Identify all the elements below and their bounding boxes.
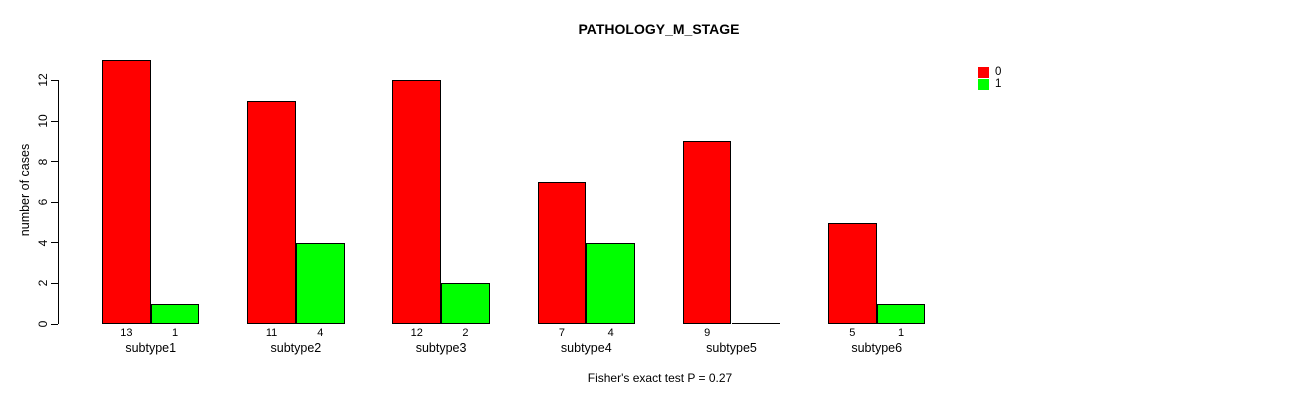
y-axis-tick-label: 2 bbox=[36, 280, 50, 287]
y-axis-tick-label: 8 bbox=[36, 158, 50, 165]
bar-series-1 bbox=[295, 242, 345, 324]
bar-count-label: 2 bbox=[462, 327, 469, 339]
y-axis-tick-label: 12 bbox=[36, 73, 50, 88]
category-label: subtype5 bbox=[706, 341, 757, 355]
y-axis-tick bbox=[51, 282, 58, 284]
chart-title: PATHOLOGY_M_STAGE bbox=[578, 21, 740, 37]
bar-series-1 bbox=[441, 283, 490, 324]
bar-series-0 bbox=[392, 80, 442, 324]
y-axis-tick-label: 4 bbox=[36, 239, 50, 247]
bar-series-1 bbox=[586, 242, 635, 324]
bar-count-label: 1 bbox=[171, 327, 179, 339]
bar-series-0 bbox=[537, 181, 587, 324]
stat-annotation: Fisher's exact test P = 0.27 bbox=[587, 371, 733, 385]
bar-count-label: 7 bbox=[558, 327, 565, 339]
bar-count-label: 13 bbox=[120, 327, 133, 339]
category-label: subtype6 bbox=[851, 341, 903, 355]
bar-series-1 bbox=[876, 303, 926, 324]
y-axis-tick bbox=[51, 120, 58, 122]
bar-zero-line bbox=[731, 323, 781, 324]
y-axis-tick-label: 6 bbox=[36, 198, 50, 206]
y-axis-tick-label: 10 bbox=[36, 114, 50, 128]
legend-label: 0 bbox=[995, 65, 1002, 78]
legend-swatch bbox=[978, 78, 989, 90]
legend-item: 0 bbox=[978, 66, 1001, 78]
legend-item: 1 bbox=[978, 78, 1001, 90]
y-axis-tick bbox=[51, 161, 58, 163]
bar-series-0 bbox=[682, 141, 732, 324]
y-axis-tick bbox=[51, 201, 58, 203]
y-axis-tick bbox=[51, 323, 58, 325]
bar-count-label: 1 bbox=[897, 327, 905, 339]
bar-series-0 bbox=[102, 60, 151, 324]
bar-series-0 bbox=[247, 100, 296, 324]
legend-swatch bbox=[978, 66, 989, 78]
y-axis-line bbox=[58, 80, 59, 324]
bar-count-label: 4 bbox=[317, 327, 324, 339]
category-label: subtype3 bbox=[415, 341, 467, 355]
category-label: subtype1 bbox=[125, 341, 177, 355]
y-axis-tick bbox=[51, 79, 58, 81]
legend-label: 1 bbox=[995, 77, 1002, 90]
category-label: subtype4 bbox=[560, 341, 612, 355]
bar-count-label: 9 bbox=[704, 327, 711, 339]
y-axis-tick bbox=[51, 242, 58, 244]
bar-count-label: 12 bbox=[410, 327, 423, 339]
bar-series-0 bbox=[828, 222, 877, 324]
bar-count-label: 5 bbox=[849, 327, 856, 339]
bar-count-label: 11 bbox=[265, 327, 278, 339]
bar-series-1 bbox=[150, 303, 200, 324]
category-label: subtype2 bbox=[270, 341, 322, 355]
bar-count-label: 4 bbox=[607, 327, 614, 339]
y-axis-tick-label: 0 bbox=[36, 320, 50, 328]
